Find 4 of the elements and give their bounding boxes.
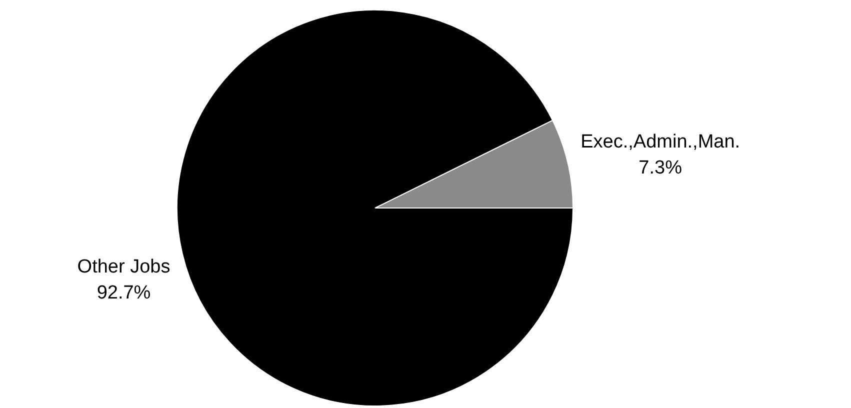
slice-label: Exec.,Admin.,Man.	[580, 131, 740, 152]
data-label: 92.7%	[96, 282, 151, 304]
slice-label: Other Jobs	[77, 256, 170, 278]
data-label: 7.3%	[638, 157, 682, 178]
